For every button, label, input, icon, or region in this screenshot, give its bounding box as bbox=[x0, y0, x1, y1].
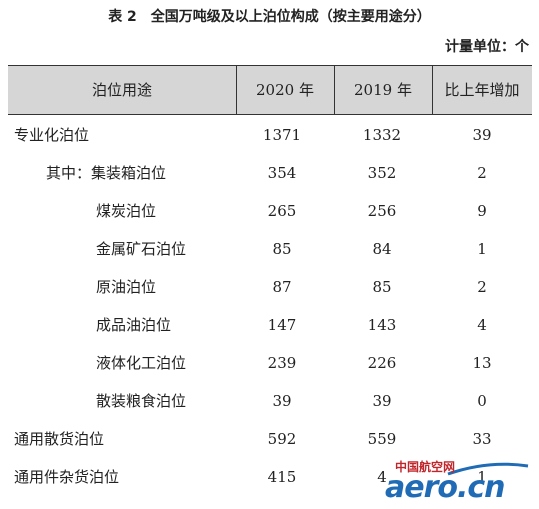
table-row: 通用件杂货泊位 415 4 1 bbox=[8, 458, 532, 496]
header-2019: 2019 年 bbox=[354, 81, 412, 99]
row-name: 通用散货泊位 bbox=[14, 430, 105, 448]
table-row: 金属矿石泊位 85 84 1 bbox=[8, 230, 532, 268]
row-name: 散装粮食泊位 bbox=[96, 392, 187, 410]
table-row: 通用散货泊位 592 559 33 bbox=[8, 420, 532, 458]
row-value-2020: 592 bbox=[267, 430, 297, 448]
table-header bbox=[8, 66, 532, 114]
watermark: 中国航空网 aero.cn bbox=[383, 458, 533, 506]
table-row: 散装粮食泊位 39 39 0 bbox=[8, 382, 532, 420]
row-value-increase: 1 bbox=[477, 240, 487, 258]
table-row: 液体化工泊位 239 226 13 bbox=[8, 344, 532, 382]
table-row: 其中：集装箱泊位 354 352 2 bbox=[8, 154, 532, 192]
row-name: 煤炭泊位 bbox=[96, 202, 157, 220]
table-title: 表 2 全国万吨级及以上泊位构成（按主要用途分） bbox=[108, 9, 431, 25]
row-name: 金属矿石泊位 bbox=[96, 240, 187, 258]
row-value-increase: 0 bbox=[477, 392, 487, 410]
row-value-2019: 143 bbox=[367, 316, 397, 334]
row-value-2019: 85 bbox=[372, 278, 392, 296]
header-2020: 2020 年 bbox=[256, 81, 314, 99]
plane-swoosh-icon bbox=[447, 462, 529, 476]
row-value-2019: 4 bbox=[377, 468, 387, 486]
row-value-2019: 559 bbox=[367, 430, 397, 448]
row-value-2019: 256 bbox=[367, 202, 397, 220]
row-value-2019: 226 bbox=[367, 354, 397, 372]
row-value-2020: 1371 bbox=[262, 126, 302, 144]
row-value-2020: 265 bbox=[267, 202, 297, 220]
row-value-2019: 84 bbox=[372, 240, 392, 258]
row-name: 成品油泊位 bbox=[96, 316, 172, 334]
table-row: 原油泊位 87 85 2 bbox=[8, 268, 532, 306]
unit-label: 计量单位：个 bbox=[445, 39, 529, 55]
row-value-2019: 352 bbox=[367, 164, 397, 182]
row-value-2019: 1332 bbox=[362, 126, 402, 144]
row-name: 专业化泊位 bbox=[14, 126, 90, 144]
row-value-2020: 415 bbox=[267, 468, 297, 486]
row-value-increase: 2 bbox=[477, 278, 487, 296]
row-value-increase: 2 bbox=[477, 164, 487, 182]
row-name: 其中：集装箱泊位 bbox=[46, 164, 167, 182]
row-name: 液体化工泊位 bbox=[96, 354, 187, 372]
header-divider bbox=[236, 66, 237, 114]
row-value-2020: 354 bbox=[267, 164, 297, 182]
watermark-en: aero.cn bbox=[385, 470, 506, 505]
row-value-2020: 147 bbox=[267, 316, 297, 334]
table-row: 成品油泊位 147 143 4 bbox=[8, 306, 532, 344]
header-divider bbox=[432, 66, 433, 114]
row-value-2020: 39 bbox=[272, 392, 292, 410]
header-purpose: 泊位用途 bbox=[91, 81, 152, 99]
header-increase: 比上年增加 bbox=[444, 81, 520, 99]
header-bottom-rule bbox=[8, 114, 532, 115]
row-name: 通用件杂货泊位 bbox=[14, 468, 120, 486]
row-value-increase: 33 bbox=[472, 430, 492, 448]
row-value-2020: 239 bbox=[267, 354, 297, 372]
row-value-2020: 85 bbox=[272, 240, 292, 258]
row-value-increase: 4 bbox=[477, 316, 487, 334]
row-name: 原油泊位 bbox=[96, 278, 157, 296]
row-value-increase: 13 bbox=[472, 354, 492, 372]
header-divider bbox=[334, 66, 335, 114]
row-value-increase: 39 bbox=[472, 126, 492, 144]
header-top-rule bbox=[8, 65, 532, 66]
watermark-cn: 中国航空网 bbox=[395, 460, 456, 474]
row-value-2020: 87 bbox=[272, 278, 292, 296]
table-row: 煤炭泊位 265 256 9 bbox=[8, 192, 532, 230]
row-value-2019: 39 bbox=[372, 392, 392, 410]
table-row: 专业化泊位 1371 1332 39 bbox=[8, 116, 532, 154]
row-value-increase: 9 bbox=[477, 202, 487, 220]
row-value-increase: 1 bbox=[477, 468, 487, 486]
